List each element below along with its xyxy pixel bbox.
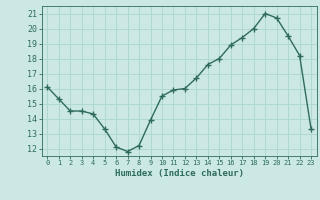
X-axis label: Humidex (Indice chaleur): Humidex (Indice chaleur)	[115, 169, 244, 178]
